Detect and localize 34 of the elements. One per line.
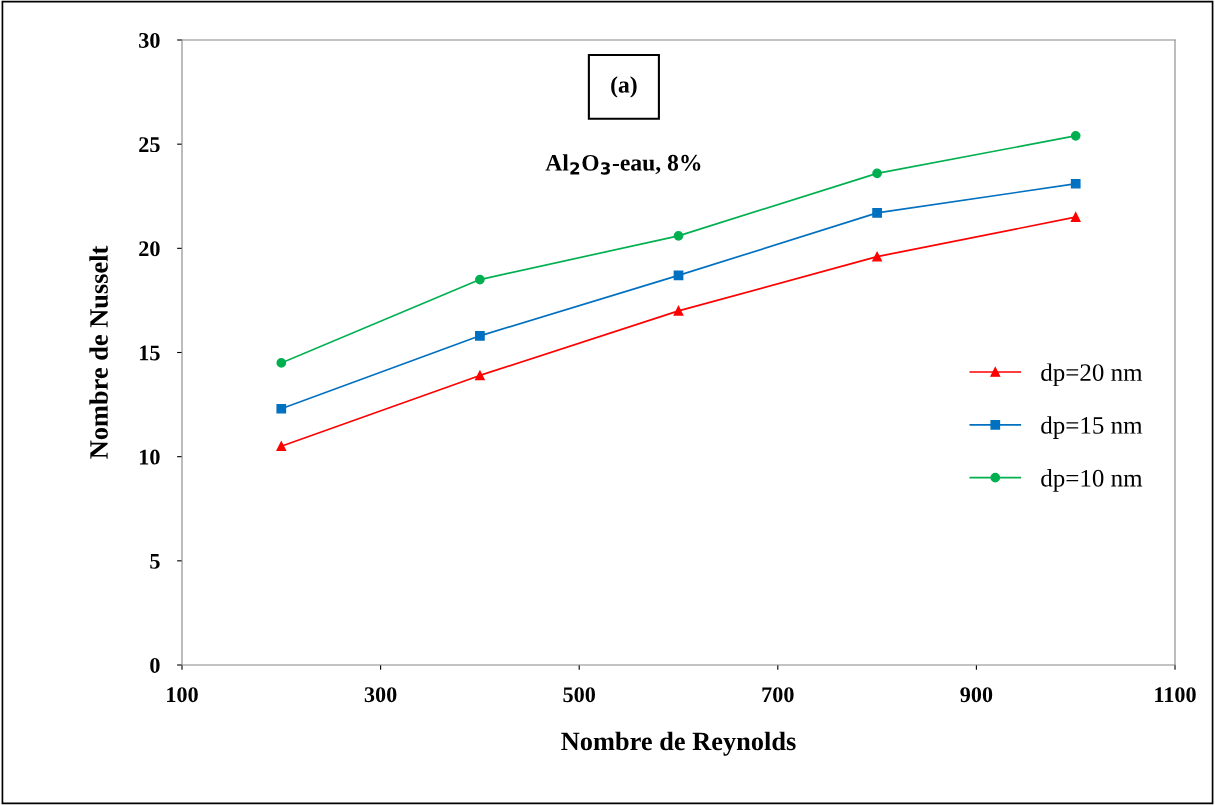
y-tick-label: 5	[150, 553, 160, 569]
x-tick-label: 1100	[1155, 687, 1196, 703]
y-tick-label: 20	[139, 241, 160, 257]
point	[276, 358, 287, 368]
annotation: (a)	[611, 76, 637, 98]
point	[276, 403, 287, 414]
point	[673, 230, 684, 241]
point	[1070, 212, 1081, 222]
y-tick-label: 0	[150, 657, 160, 673]
annotation: Al$_{2}$O$_{3}$-eau, 8%	[545, 154, 701, 175]
legend-label: dp=20 nm	[1041, 363, 1143, 387]
x-tick-label: 700	[762, 687, 794, 703]
legend-label: dp=10 nm	[1041, 469, 1143, 492]
x-tick-label: 300	[364, 687, 397, 703]
x-tick-label: 500	[563, 687, 596, 703]
point	[673, 305, 684, 316]
y-tick-label: 10	[140, 449, 160, 465]
point	[1070, 130, 1081, 141]
point	[872, 168, 882, 179]
point	[1070, 178, 1081, 189]
point	[475, 330, 485, 341]
point	[475, 274, 485, 285]
x-axis-title: Nombre de Reynolds	[561, 731, 796, 756]
point	[475, 370, 485, 381]
y-tick-label: 15	[140, 345, 160, 361]
point	[872, 208, 882, 218]
y-axis-title: Nombre de Nusselt	[89, 245, 108, 459]
x-tick-label: 100	[167, 687, 198, 703]
point	[276, 441, 287, 452]
legend-label: dp=15 nm	[1041, 416, 1143, 439]
y-tick-label: 25	[139, 137, 160, 153]
point	[872, 251, 882, 262]
x-tick-label: 900	[960, 687, 993, 703]
y-tick-label: 30	[139, 32, 160, 48]
